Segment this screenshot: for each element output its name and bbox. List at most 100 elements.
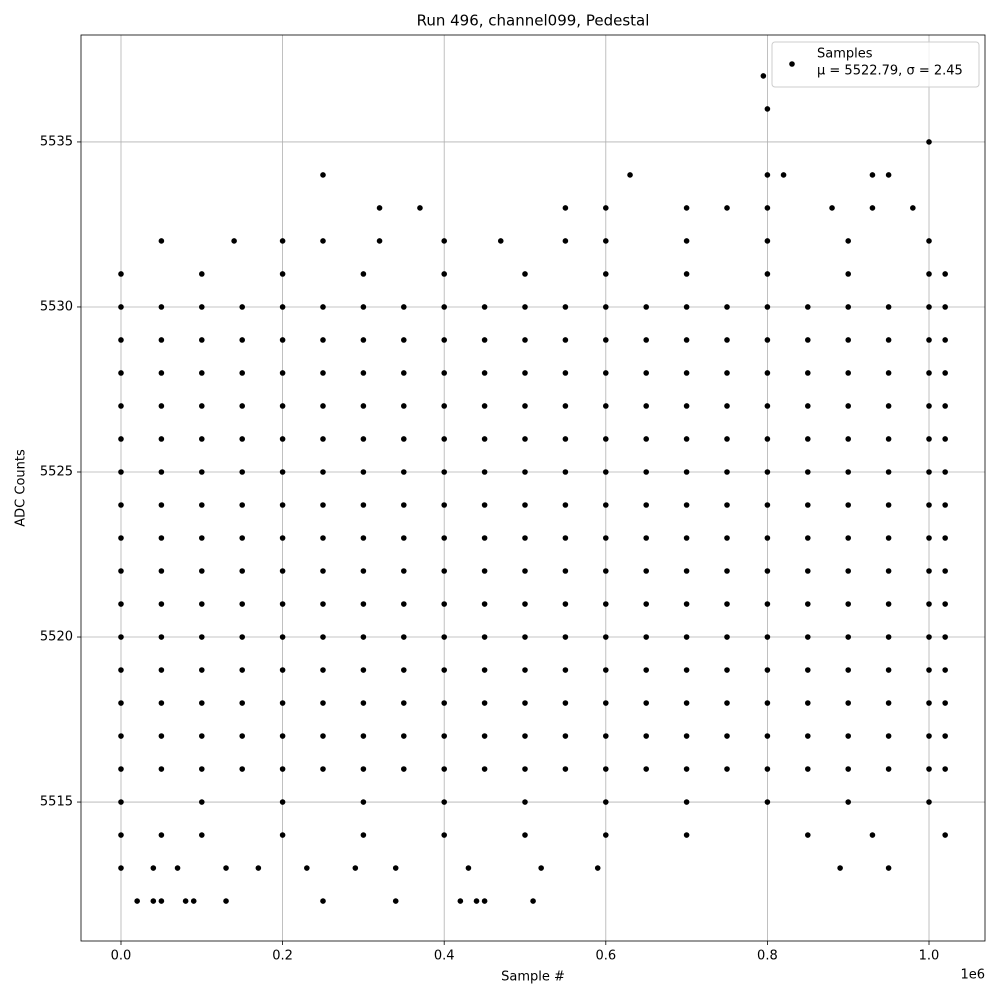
data-point (724, 601, 730, 607)
data-point (255, 865, 262, 871)
data-point (481, 898, 488, 904)
data-point (562, 337, 569, 343)
legend: Samples μ = 5522.79, σ = 2.45 (771, 41, 980, 88)
data-point (279, 766, 286, 772)
data-point (845, 436, 852, 442)
data-point (441, 568, 447, 574)
data-point (683, 601, 690, 607)
data-point (400, 733, 407, 739)
data-point (764, 568, 771, 574)
data-point (441, 832, 447, 838)
data-point (942, 700, 948, 706)
data-point (845, 337, 852, 343)
data-point (239, 766, 245, 772)
data-point (279, 832, 286, 838)
data-point (400, 469, 407, 475)
data-point (683, 733, 690, 739)
data-point (320, 370, 326, 376)
data-point (724, 304, 730, 310)
data-point (198, 700, 205, 706)
data-point (158, 601, 165, 607)
data-point (198, 469, 205, 475)
data-point (926, 733, 932, 739)
data-point (198, 370, 205, 376)
data-point (594, 865, 601, 871)
data-point (764, 337, 771, 343)
data-point (118, 469, 124, 475)
grid: 0.0 0.2 0.4 0.6 0.8 1.0 5515 5520 5525 5530 5535 (40, 35, 985, 964)
data-point (441, 799, 447, 805)
data-point (683, 403, 690, 409)
data-point (304, 865, 310, 871)
data-point (926, 436, 932, 442)
data-point (869, 205, 876, 211)
data-point (603, 568, 609, 574)
data-point (942, 304, 948, 310)
data-point (198, 436, 205, 442)
data-point (885, 700, 892, 706)
data-point (400, 700, 407, 706)
data-point (942, 469, 948, 475)
data-point (279, 733, 286, 739)
data-point (158, 370, 165, 376)
data-point (643, 436, 650, 442)
data-point (845, 535, 852, 541)
data-point (118, 403, 124, 409)
data-point (522, 700, 528, 706)
data-point (481, 700, 488, 706)
data-point (441, 601, 447, 607)
data-point (562, 436, 569, 442)
data-point (805, 436, 811, 442)
data-point (603, 304, 609, 310)
data-point (190, 898, 197, 904)
data-point (522, 733, 528, 739)
data-point (562, 733, 569, 739)
data-point (885, 535, 892, 541)
data-point (643, 370, 650, 376)
data-point (158, 238, 165, 244)
data-point (764, 238, 771, 244)
data-point (376, 205, 383, 211)
data-point (683, 238, 690, 244)
data-point (320, 238, 326, 244)
data-point (239, 568, 245, 574)
data-point (239, 469, 245, 475)
data-point (805, 568, 811, 574)
data-point (198, 568, 205, 574)
data-point (320, 568, 326, 574)
legend-stats: μ = 5522.79, σ = 2.45 (817, 64, 963, 79)
data-point (724, 205, 730, 211)
legend-marker (789, 61, 795, 67)
data-point (926, 535, 932, 541)
data-point (926, 271, 932, 277)
data-point (118, 337, 124, 343)
data-point (360, 337, 367, 343)
data-point (320, 469, 326, 475)
data-point (683, 502, 690, 508)
data-point (400, 601, 407, 607)
data-point (643, 337, 650, 343)
data-point (926, 667, 932, 673)
data-point (764, 436, 771, 442)
data-point (805, 403, 811, 409)
data-point (441, 766, 447, 772)
data-point (481, 667, 488, 673)
data-point (764, 601, 771, 607)
data-point (392, 898, 399, 904)
chart-title: Run 496, channel099, Pedestal (417, 12, 650, 30)
data-point (320, 700, 326, 706)
data-point (198, 766, 205, 772)
data-point (683, 205, 690, 211)
data-point (158, 766, 165, 772)
data-point (279, 601, 286, 607)
x-tick-label: 1.0 (919, 949, 940, 964)
data-point (239, 337, 245, 343)
data-point (683, 436, 690, 442)
data-point (643, 469, 650, 475)
data-point (643, 667, 650, 673)
data-point (603, 700, 609, 706)
data-point (683, 667, 690, 673)
data-point (805, 766, 811, 772)
data-point (239, 700, 245, 706)
data-point (441, 403, 447, 409)
